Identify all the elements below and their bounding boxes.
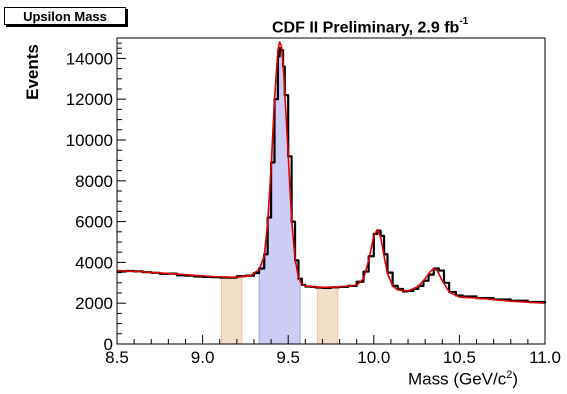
- histogram-title-box: Upsilon Mass: [4, 7, 126, 25]
- axis-ticks: 8.5 9.0 9.5 10.0 10.5 11.00200040006000800010…: [66, 43, 561, 367]
- x-axis-label-suffix: ): [512, 370, 518, 389]
- x-tick-label: 9.0: [191, 348, 215, 367]
- x-tick-label: 10.5: [443, 348, 476, 367]
- y-tick-label: 4000: [75, 253, 113, 272]
- fit-curve-line: [117, 42, 545, 303]
- y-tick-label: 10000: [66, 131, 113, 150]
- y-tick-label: 8000: [75, 172, 113, 191]
- shaded-regions: [221, 48, 337, 344]
- x-axis-label: Mass (GeV/c2): [408, 369, 518, 390]
- x-tick-label: 10.0: [357, 348, 390, 367]
- y-tick-label: 14000: [66, 49, 113, 68]
- shaded-region-signal-1: [259, 48, 300, 344]
- y-tick-label: 0: [104, 335, 113, 354]
- x-tick-label: 11.0: [529, 348, 561, 367]
- y-axis-label: Events: [23, 44, 43, 100]
- y-tick-label: 6000: [75, 213, 113, 232]
- data-histogram-line: [117, 48, 545, 303]
- preliminary-label: CDF II Preliminary, 2.9 fb-1: [272, 18, 468, 37]
- y-tick-label: 2000: [75, 294, 113, 313]
- y-tick-label: 12000: [66, 90, 113, 109]
- shaded-region-sideband-0: [221, 276, 242, 344]
- x-axis-label-text: Mass (GeV/c: [408, 370, 506, 389]
- histogram-title: Upsilon Mass: [23, 9, 107, 24]
- luminosity-exponent: -1: [459, 16, 468, 27]
- shaded-region-sideband-2: [317, 287, 338, 344]
- preliminary-label-text: CDF II Preliminary, 2.9 fb: [272, 19, 459, 36]
- x-tick-label: 9.5: [276, 348, 300, 367]
- series-layer: [117, 42, 545, 303]
